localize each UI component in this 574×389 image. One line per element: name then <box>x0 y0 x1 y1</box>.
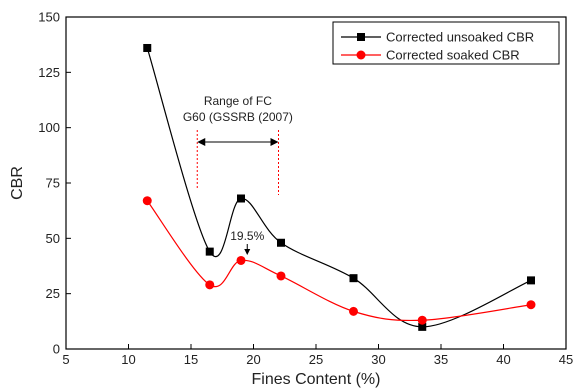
x-tick-label-45: 45 <box>559 352 573 367</box>
markers <box>142 43 536 331</box>
point-s0-4 <box>349 274 358 283</box>
point-s0-2 <box>237 194 245 203</box>
point-s0-3 <box>277 238 285 247</box>
y-tick-label-150: 150 <box>38 10 60 25</box>
range-arrow-left-head <box>197 138 206 146</box>
y-tick-label-125: 125 <box>38 65 60 80</box>
axes: 5 10 15 20 25 30 35 40 45 0 25 50 75 100 125 150 <box>38 10 573 368</box>
point-s1-5 <box>417 315 427 325</box>
point-s1-2 <box>236 255 246 265</box>
x-tick-label-10: 10 <box>121 352 135 367</box>
range-label-line1: Range of FC <box>204 94 272 108</box>
x-tick-label-30: 30 <box>371 352 385 367</box>
curves <box>146 47 532 328</box>
plot-frame <box>65 16 567 350</box>
point-s1-1 <box>205 280 215 290</box>
point-s0-1 <box>205 247 214 256</box>
x-tick-label-5: 5 <box>62 352 69 367</box>
legend-marker-soaked <box>356 50 366 60</box>
x-tick-label-25: 25 <box>309 352 323 367</box>
peak-label: 19.5% <box>230 229 264 243</box>
point-s1-3 <box>276 271 286 281</box>
y-tick-label-100: 100 <box>38 120 60 135</box>
point-s0-5 <box>418 322 427 331</box>
legend: Corrected unsoaked CBR Corrected soaked … <box>332 21 560 65</box>
series-line-0 <box>146 47 532 328</box>
y-tick-label-0: 0 <box>53 342 60 357</box>
legend-label-unsoaked: Corrected unsoaked CBR <box>386 30 534 45</box>
legend-label-soaked: Corrected soaked CBR <box>386 48 520 63</box>
x-tick-label-40: 40 <box>496 352 510 367</box>
annotations: Range of FC G60 (GSSRB (2007) 19.5% <box>183 94 293 256</box>
range-arrow-right-head <box>270 138 279 146</box>
legend-box <box>332 21 560 65</box>
point-s0-0 <box>143 43 152 52</box>
x-tick-label-35: 35 <box>434 352 448 367</box>
x-axis-title: Fines Content (%) <box>252 371 381 388</box>
series-line-1 <box>146 200 532 322</box>
legend-marker-unsoaked <box>357 33 365 41</box>
range-label-line2: G60 (GSSRB (2007) <box>183 110 293 124</box>
y-tick-label-25: 25 <box>46 286 60 301</box>
point-s1-0 <box>142 196 152 206</box>
point-s0-6 <box>527 276 535 285</box>
point-s1-6 <box>526 300 536 310</box>
x-tick-label-15: 15 <box>184 352 198 367</box>
point-s1-4 <box>349 306 358 316</box>
y-tick-label-50: 50 <box>46 231 60 246</box>
y-axis-title: CBR <box>9 166 26 200</box>
peak-arrow-head <box>244 249 251 256</box>
y-tick-label-75: 75 <box>46 176 60 191</box>
x-tick-label-20: 20 <box>246 352 260 367</box>
